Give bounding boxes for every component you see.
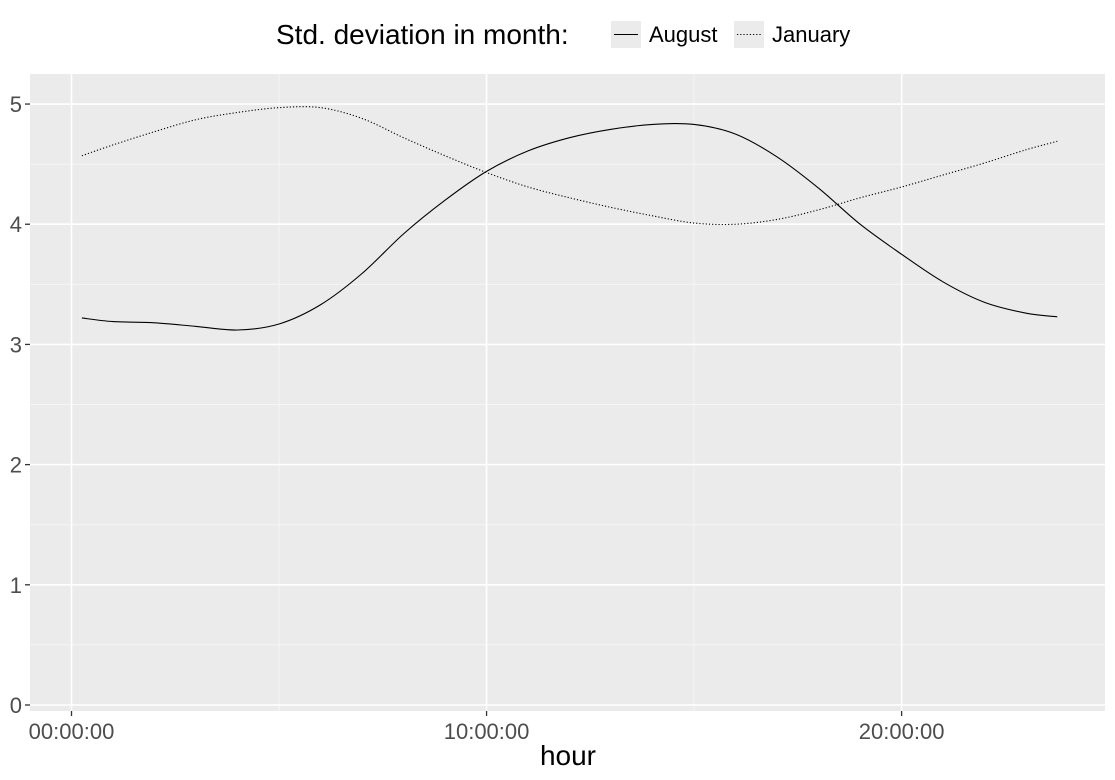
y-tick-label: 3 [10, 332, 22, 357]
x-axis-title: hour [540, 740, 596, 771]
series-line-august [81, 123, 1058, 331]
y-tick-label: 4 [10, 212, 22, 237]
legend-label-august: August [649, 22, 718, 47]
legend: Std. deviation in month: August January [276, 19, 850, 50]
x-axis: 00:00:00 10:00:00 20:00:00 [29, 711, 945, 744]
legend-key-january [734, 21, 764, 48]
legend-label-january: January [772, 22, 850, 47]
y-tick-label: 1 [10, 573, 22, 598]
y-tick-label: 5 [10, 92, 22, 117]
x-tick-label: 20:00:00 [859, 719, 945, 744]
legend-title: Std. deviation in month: [276, 19, 569, 50]
y-axis: 0 1 2 3 4 5 [10, 92, 30, 718]
grid-major [30, 74, 1105, 711]
series-layer [81, 106, 1058, 331]
y-tick-label: 2 [10, 453, 22, 478]
x-tick-label: 00:00:00 [29, 719, 115, 744]
x-tick-label: 10:00:00 [444, 719, 530, 744]
y-tick-label: 0 [10, 693, 22, 718]
plot-panel [30, 74, 1105, 711]
grid-minor [30, 74, 1105, 711]
